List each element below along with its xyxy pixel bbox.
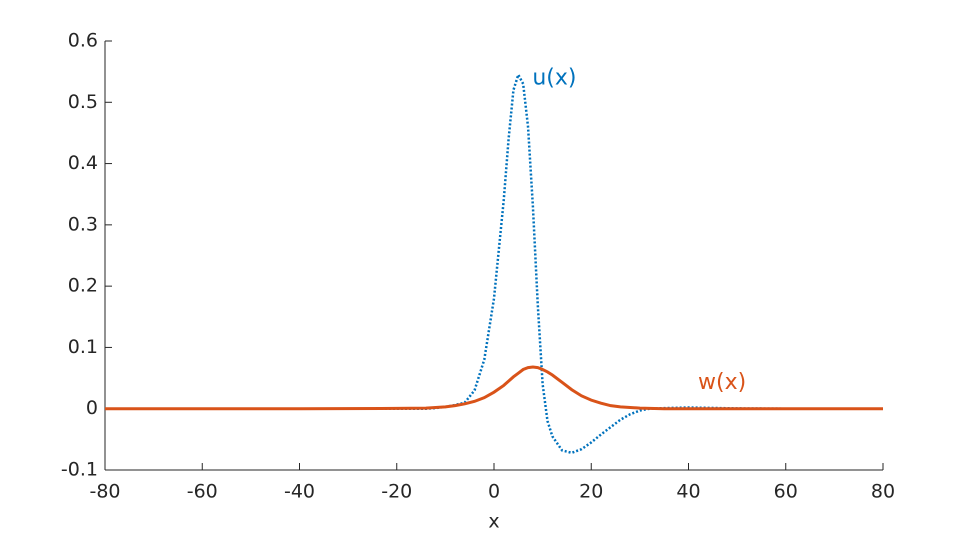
series-label: w(x) <box>698 370 746 395</box>
x-tick-label: -20 <box>381 481 412 503</box>
x-tick-label: -40 <box>284 481 315 503</box>
y-tick-label: 0.1 <box>68 336 98 358</box>
y-tick-label: 0 <box>86 397 98 419</box>
x-tick-label: 60 <box>774 481 798 503</box>
series-label: u(x) <box>532 66 576 91</box>
series-line <box>105 71 883 455</box>
x-tick-label: 20 <box>579 481 603 503</box>
x-tick-label: -80 <box>89 481 120 503</box>
y-tick-label: 0.6 <box>68 30 98 52</box>
x-tick-label: -60 <box>187 481 218 503</box>
y-tick-label: 0.3 <box>68 213 98 235</box>
x-tick-label: 0 <box>488 481 500 503</box>
x-tick-label: 40 <box>676 481 700 503</box>
y-tick-label: 0.5 <box>68 91 98 113</box>
x-tick-label: 80 <box>871 481 895 503</box>
y-tick-label: 0.4 <box>68 152 98 174</box>
y-tick-label: -0.1 <box>61 459 98 481</box>
x-axis-label: x <box>488 511 499 533</box>
series-line <box>105 365 883 411</box>
y-tick-label: 0.2 <box>68 275 98 297</box>
